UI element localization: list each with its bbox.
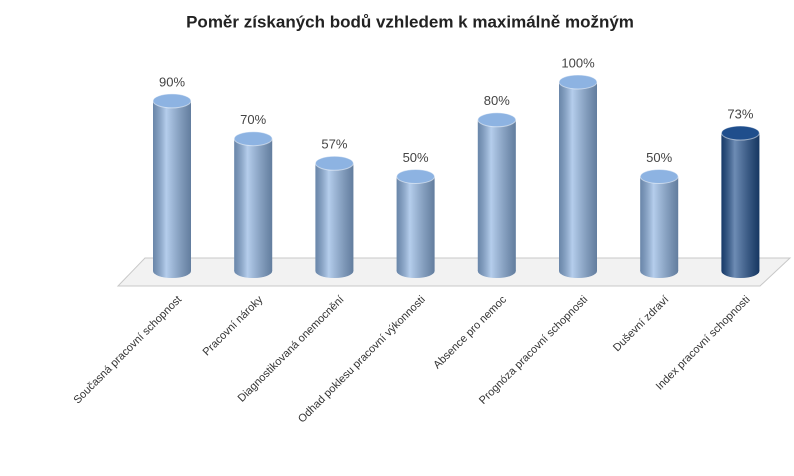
bar-top [477, 112, 517, 128]
bar-top [152, 93, 192, 109]
bar-shade [234, 138, 273, 271]
bar-shade [640, 176, 679, 271]
bar-top [720, 125, 760, 141]
data-label: 50% [403, 150, 429, 165]
bar-shade [559, 82, 597, 271]
data-label: 57% [321, 137, 347, 152]
x-tick-label: Současná pracovní schopnost [71, 294, 184, 407]
bar-top [558, 74, 598, 90]
bar-top [396, 169, 436, 184]
x-tick-label: Absence pro nemoc [431, 293, 509, 371]
data-label: 80% [484, 93, 510, 108]
floor [116, 257, 792, 287]
data-label: 73% [727, 106, 753, 121]
bar-top [314, 155, 354, 171]
bar-shade [396, 176, 435, 271]
data-label: 50% [646, 150, 672, 165]
x-tick-label: Duševní zdraví [611, 294, 671, 354]
chart-title: Poměr získaných bodů vzhledem k maximáln… [186, 12, 634, 31]
data-label: 70% [240, 112, 266, 127]
bar-top [233, 131, 273, 147]
data-label: 100% [561, 55, 595, 70]
data-label: 90% [159, 74, 185, 89]
bar-top [639, 169, 679, 184]
bar-shade [153, 100, 191, 272]
bar-shade [315, 163, 354, 271]
bar-shade [721, 133, 760, 271]
x-tick-label: Pracovní nároky [201, 293, 266, 358]
x-tick-label: Index pracovní schopnosti [654, 294, 753, 393]
x-tick-label: Odhad poklesu pracovní výkonnosti [296, 294, 428, 426]
bar-shade [477, 119, 516, 271]
